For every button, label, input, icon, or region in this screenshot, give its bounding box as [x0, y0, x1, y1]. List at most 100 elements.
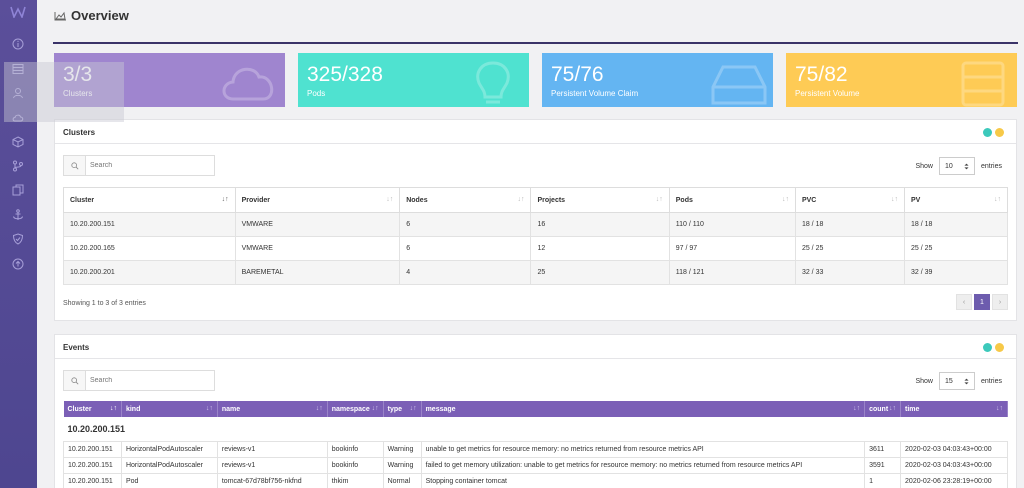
column-header-message[interactable]: message ↓↑: [421, 401, 866, 417]
column-header-pv[interactable]: PV ↓↑: [903, 187, 1009, 213]
cell-pvc: 18 / 18: [794, 212, 905, 237]
branch-icon[interactable]: [10, 158, 26, 174]
cloud-icon: [222, 67, 274, 101]
column-header-projects[interactable]: Projects ↓↑: [530, 187, 670, 213]
cell-projects: 12: [530, 236, 670, 261]
table-row[interactable]: 10.20.200.151 VMWARE 6 16 110 / 110 18 /…: [63, 212, 1009, 237]
cell-message: Stopping container tomcat: [420, 472, 866, 488]
cell-time: 2020-02-03 04:03:43+00:00: [900, 456, 1008, 474]
sort-desc-icon: ↓↑: [109, 405, 117, 412]
column-header-kind[interactable]: kind ↓↑: [121, 401, 218, 417]
sort-desc-icon: ↓↑: [221, 196, 229, 203]
pods-card[interactable]: 325/328 Pods: [298, 53, 529, 107]
sort-icon: ↓↑: [890, 196, 898, 203]
cell-cluster: 10.20.200.151: [63, 212, 236, 237]
page-size-select[interactable]: 15: [938, 372, 975, 390]
clusters-card[interactable]: 3/3 Clusters: [54, 53, 285, 107]
pv-card[interactable]: 75/82 Persistent Volume: [786, 53, 1017, 107]
table-row[interactable]: 10.20.200.151 HorizontalPodAutoscaler re…: [63, 456, 1008, 474]
column-header-name[interactable]: name ↓↑: [217, 401, 328, 417]
cell-nodes: 6: [399, 236, 532, 261]
column-header-type[interactable]: type ↓↑: [383, 401, 422, 417]
cell-namespace: bookinfo: [326, 456, 384, 474]
close-dot-icon[interactable]: [995, 128, 1004, 137]
column-header-cluster[interactable]: Cluster ↓↑: [63, 401, 122, 417]
pagination-page-1[interactable]: 1: [974, 294, 990, 310]
cell-pods: 118 / 121: [668, 260, 796, 285]
close-dot-icon[interactable]: [995, 343, 1004, 352]
cell-pv: 32 / 39: [903, 260, 1009, 285]
sort-icon: ↓↑: [371, 405, 379, 412]
sort-icon: ↓↑: [409, 405, 417, 412]
table-row[interactable]: 10.20.200.151 HorizontalPodAutoscaler re…: [63, 440, 1008, 458]
cell-cluster: 10.20.200.151: [63, 456, 122, 474]
pvc-card-label: Persistent Volume Claim: [551, 89, 639, 98]
shield-icon[interactable]: [10, 231, 26, 247]
cell-provider: VMWARE: [234, 212, 401, 237]
cell-count: 3611: [864, 440, 902, 458]
pagination-next-button[interactable]: ›: [992, 294, 1008, 310]
cell-projects: 25: [530, 260, 670, 285]
cell-message: failed to get memory utilization: unable…: [420, 456, 866, 474]
cell-namespace: thkim: [326, 472, 384, 488]
pods-card-label: Pods: [307, 89, 326, 98]
page-size-value: 15: [944, 377, 953, 385]
table-header-row: Cluster ↓↑ Provider ↓↑ Nodes ↓↑ Projects ↓↑ …: [63, 187, 1009, 213]
page-size-value: 10: [944, 162, 953, 170]
clusters-pagination: ‹ 1 ›: [956, 294, 1008, 310]
top-bar: Overview: [37, 0, 1024, 44]
collapse-dot-icon[interactable]: [983, 128, 992, 137]
area-chart-icon: [54, 11, 66, 21]
cell-type: Normal: [382, 472, 422, 488]
cell-provider: VMWARE: [234, 236, 401, 261]
sort-icon: ↓↑: [517, 196, 525, 203]
clusters-table: Cluster ↓↑ Provider ↓↑ Nodes ↓↑ Projects ↓↑ …: [63, 187, 1009, 285]
sort-icon: ↓↑: [996, 405, 1003, 412]
info-icon[interactable]: [10, 36, 26, 52]
anchor-icon[interactable]: [10, 207, 26, 223]
clusters-search-input[interactable]: [90, 159, 210, 172]
events-search: [63, 370, 215, 391]
list-icon[interactable]: [10, 61, 26, 77]
cloud-icon[interactable]: [10, 110, 26, 126]
show-label: Show: [915, 162, 933, 170]
sort-icon: ↓↑: [994, 196, 1001, 203]
sort-icon: ↓↑: [781, 196, 789, 203]
cloud-upload-icon[interactable]: [10, 256, 26, 272]
pvc-card-value: 75/76: [551, 63, 604, 86]
pagination-prev-button[interactable]: ‹: [956, 294, 972, 310]
page-title: Overview: [71, 8, 129, 23]
sort-icon: ↓↑: [315, 405, 323, 412]
column-header-provider[interactable]: Provider ↓↑: [234, 187, 401, 213]
page-size-select[interactable]: 10: [938, 157, 975, 175]
collapse-dot-icon[interactable]: [983, 343, 992, 352]
column-header-time[interactable]: time ↓↑: [900, 401, 1008, 417]
column-header-pvc[interactable]: PVC ↓↑: [794, 187, 905, 213]
pvc-card[interactable]: 75/76 Persistent Volume Claim: [542, 53, 773, 107]
show-label: Show: [915, 377, 933, 385]
column-header-nodes[interactable]: Nodes ↓↑: [399, 187, 532, 213]
events-search-input[interactable]: [90, 374, 210, 387]
column-header-cluster[interactable]: Cluster ↓↑: [63, 187, 236, 213]
column-header-namespace[interactable]: namespace ↓↑: [327, 401, 384, 417]
cell-name: reviews-v1: [216, 456, 328, 474]
clusters-card-value: 3/3: [63, 63, 93, 86]
box-icon[interactable]: [10, 134, 26, 150]
copy-icon[interactable]: [10, 182, 26, 198]
sort-icon: ↓↑: [889, 405, 897, 412]
column-header-count[interactable]: count ↓↑: [864, 401, 902, 417]
clusters-panel-title: Clusters: [63, 128, 96, 137]
clusters-card-label: Clusters: [63, 89, 93, 98]
table-row[interactable]: 10.20.200.151 Pod tomcat-67d78bf756-nkfn…: [63, 472, 1008, 488]
database-icon: [961, 61, 1005, 107]
cell-type: Warning: [382, 456, 422, 474]
logo-icon[interactable]: [9, 6, 27, 20]
events-panel-header: Events: [55, 335, 1016, 359]
column-header-pods[interactable]: Pods ↓↑: [668, 187, 796, 213]
hover-overlay: [4, 62, 124, 122]
entries-label: entries: [980, 162, 1002, 170]
table-row[interactable]: 10.20.200.165 VMWARE 6 12 97 / 97 25 / 2…: [63, 236, 1009, 261]
cell-pods: 97 / 97: [668, 236, 796, 261]
user-icon[interactable]: [10, 85, 26, 101]
table-row[interactable]: 10.20.200.201 BAREMETAL 4 25 118 / 121 3…: [63, 260, 1009, 285]
